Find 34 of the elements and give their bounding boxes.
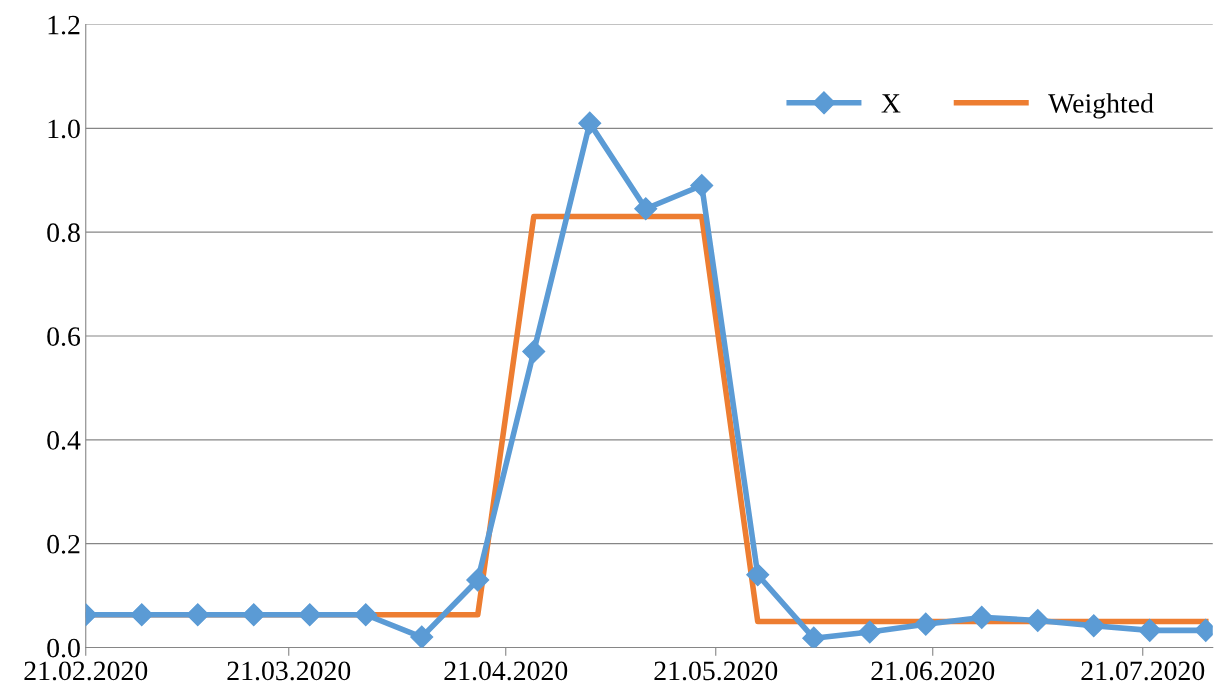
x-tick-label: 21.03.2020 bbox=[227, 661, 351, 681]
y-tick-label: 0.2 bbox=[47, 534, 80, 554]
x-tick-label: 21.04.2020 bbox=[444, 661, 568, 681]
point bbox=[410, 625, 434, 648]
y-tick-label: 0.0 bbox=[47, 638, 80, 658]
point bbox=[522, 340, 546, 364]
x-tick-label: 21.07.2020 bbox=[1081, 661, 1205, 681]
point bbox=[130, 603, 154, 627]
point bbox=[746, 563, 770, 587]
x-tick-label: 21.02.2020 bbox=[24, 661, 148, 681]
y-tick-label: 1.2 bbox=[48, 15, 80, 35]
point bbox=[1082, 614, 1106, 638]
point bbox=[858, 620, 882, 644]
legend-label: Weighted bbox=[1048, 93, 1154, 119]
point bbox=[970, 605, 994, 629]
point bbox=[1026, 609, 1050, 633]
y-tick-label: 1.0 bbox=[48, 119, 80, 139]
point bbox=[242, 603, 266, 627]
x-tick-label: 21.06.2020 bbox=[871, 661, 995, 681]
point bbox=[634, 197, 658, 221]
y-tick-label: 0.8 bbox=[47, 223, 80, 243]
point bbox=[690, 173, 714, 197]
point bbox=[1138, 618, 1162, 642]
x-tick-label: 21.05.2020 bbox=[654, 661, 778, 681]
point bbox=[354, 603, 378, 627]
point bbox=[466, 568, 490, 592]
y-tick-label: 0.4 bbox=[47, 431, 81, 450]
point bbox=[186, 603, 210, 627]
legend-label: X bbox=[881, 94, 901, 113]
point bbox=[914, 612, 938, 636]
y-tick-label: 0.6 bbox=[47, 327, 81, 347]
point bbox=[578, 111, 602, 135]
point bbox=[802, 626, 826, 648]
point bbox=[298, 603, 322, 627]
